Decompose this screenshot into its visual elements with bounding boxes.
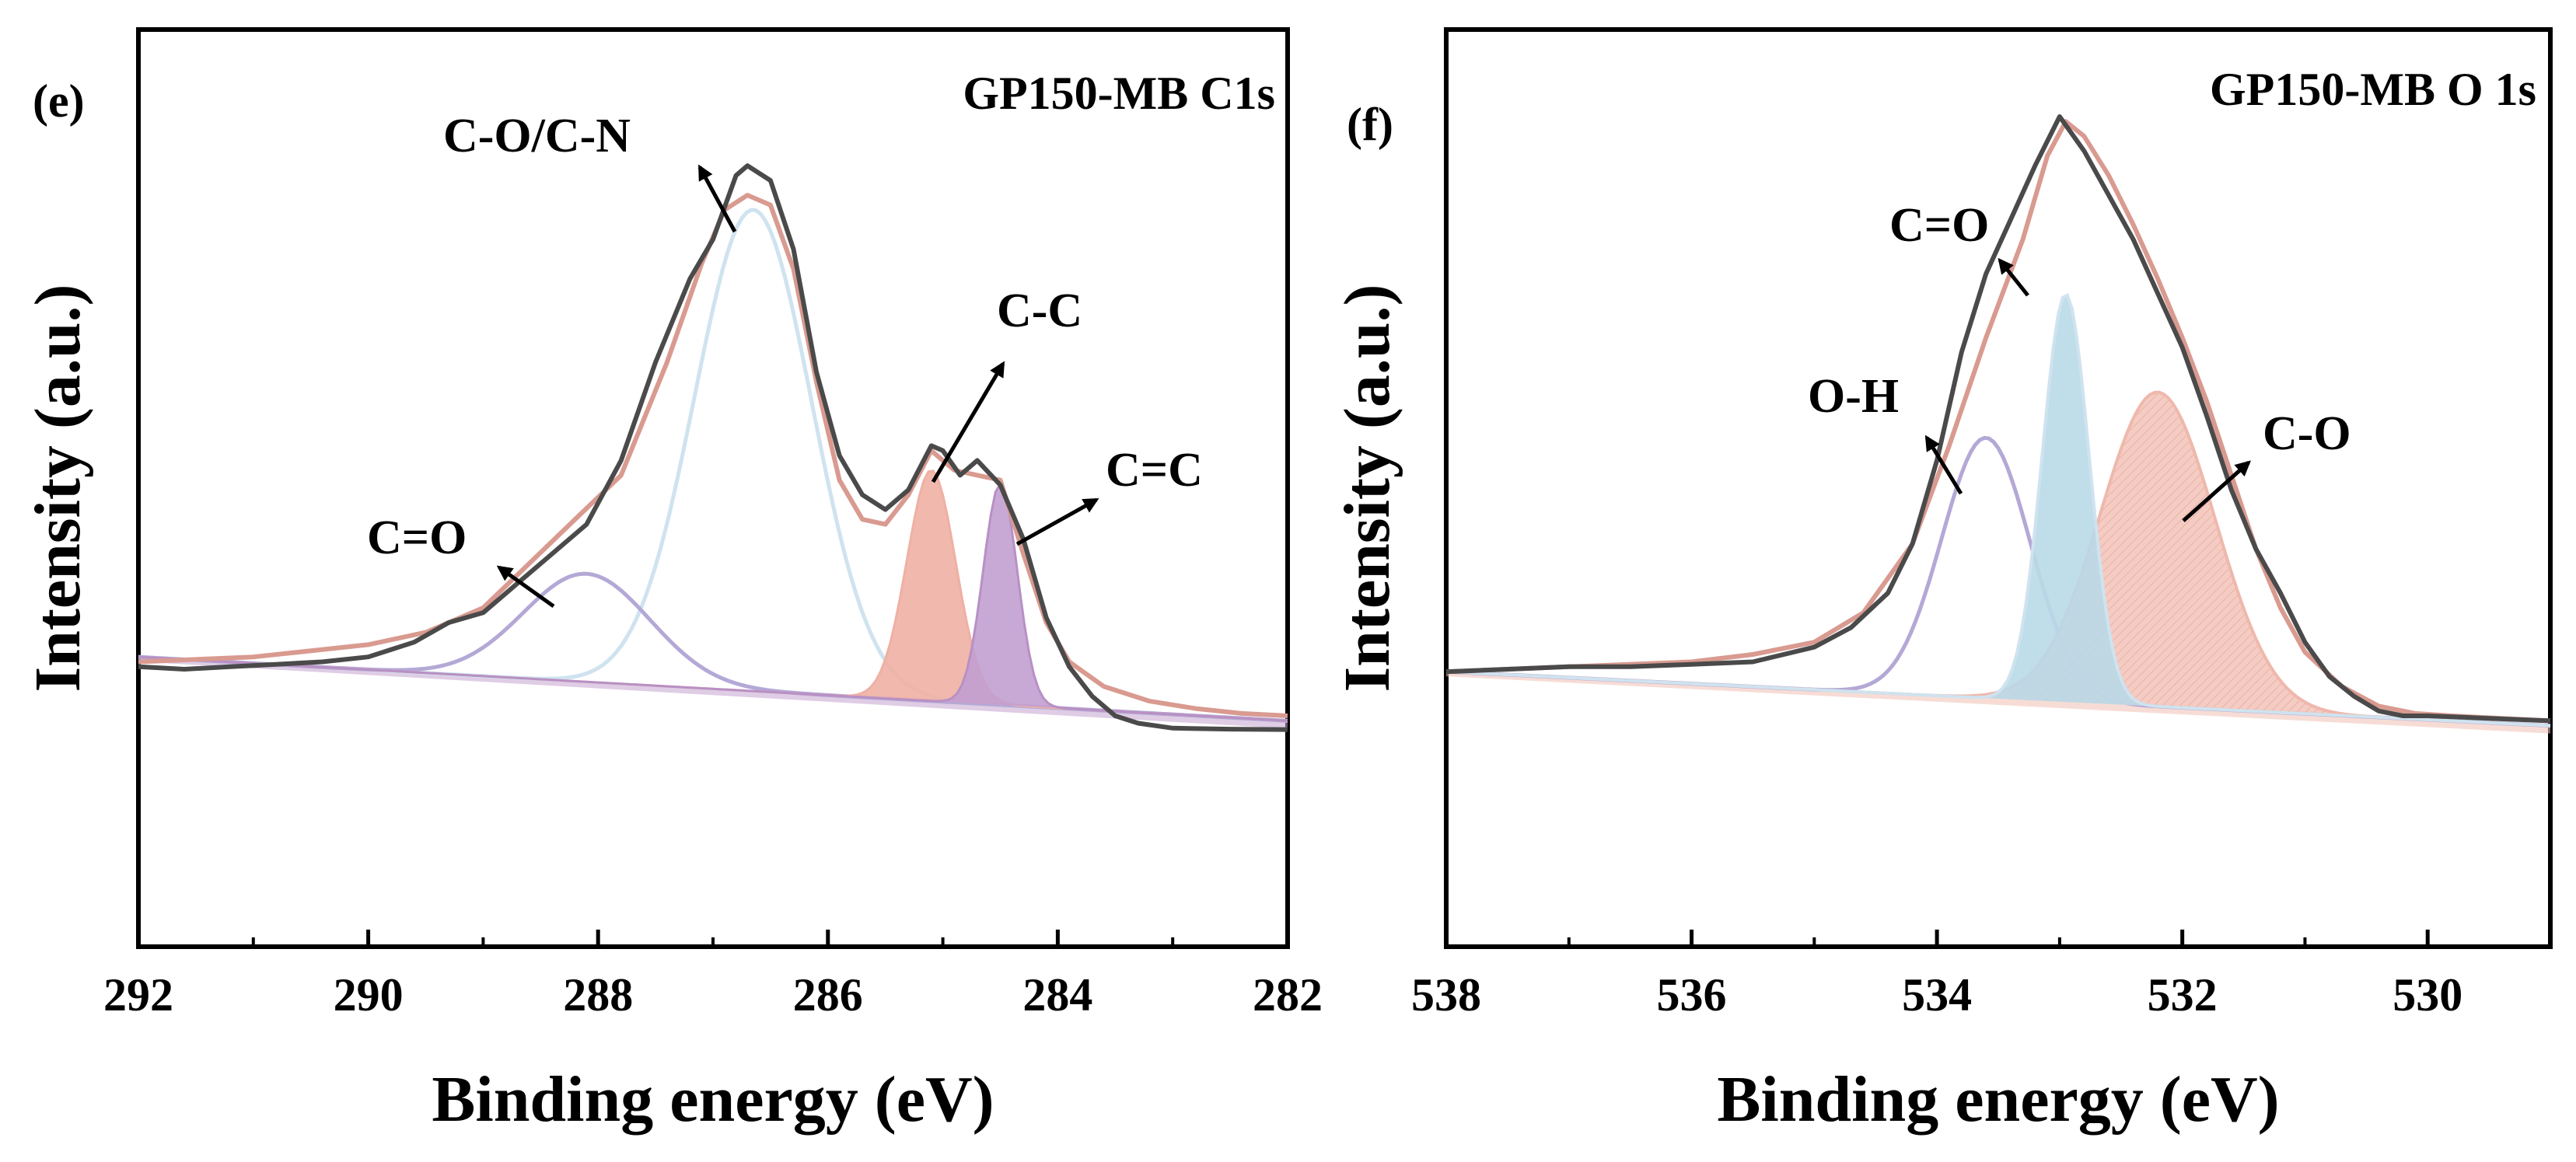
peak-area-c-c <box>138 483 1288 721</box>
x-tick-label: 532 <box>2148 969 2218 1021</box>
annotation-o-h: O-H <box>1808 370 1963 495</box>
annotation-label-c-o-c-n: C-O/C-N <box>443 110 631 162</box>
y-axis-label-o1s: Intensity (a.u.) <box>1331 284 1403 692</box>
x-axis-label-o1s: Binding energy (eV) <box>1717 1063 2279 1136</box>
x-tick-label: 288 <box>563 969 633 1021</box>
arrow-c-eq-o-c1s <box>496 565 555 609</box>
baseline-region <box>138 657 1288 729</box>
annotation-label-c-eq-c: C=C <box>1106 444 1203 497</box>
annotation-label-c-eq-o-c1s: C=O <box>367 511 467 564</box>
peak-line-c-o <box>1445 292 2551 728</box>
raw-data-line <box>138 163 1288 732</box>
peak-line-c-c <box>138 481 1288 722</box>
x-tick-label: 282 <box>1253 969 1323 1021</box>
annotation-c-eq-o-o1s: C=O <box>1889 199 2029 297</box>
arrow-c-o <box>2182 460 2251 522</box>
panel-label-f: (f) <box>1347 99 1393 150</box>
peak-line-c-c <box>138 469 1288 722</box>
x-tick-label: 536 <box>1657 969 1727 1021</box>
annotation-c-eq-o-c1s: C=O <box>367 511 555 609</box>
x-tick-label: 284 <box>1022 969 1092 1021</box>
x-axis-label-c1s: Binding energy (eV) <box>432 1063 994 1136</box>
panel-label-e: (e) <box>33 75 85 127</box>
x-tick-label: 534 <box>1902 969 1972 1021</box>
annotation-label-c-c: C-C <box>997 284 1082 337</box>
annotation-c-c: C-C <box>931 284 1082 483</box>
chart-title-o1s: GP150-MB O 1s <box>2210 64 2536 115</box>
annotation-c-eq-c: C=C <box>1015 444 1203 546</box>
fit-sum-line <box>1445 119 2551 724</box>
raw-data-line <box>1445 114 2551 724</box>
arrow-c-eq-o-o1s <box>1998 257 2029 297</box>
annotation-label-o-h: O-H <box>1808 370 1899 423</box>
arrow-c-o-c-n <box>697 164 737 233</box>
panel-c1s: 292 290 288 286 284 282 (e) GP150-MB C1s Bind… <box>22 27 1323 1136</box>
peak-area-c-o <box>1446 392 2550 726</box>
x-tick-label: 530 <box>2392 969 2462 1021</box>
peak-area-c-c <box>138 470 1288 721</box>
peak-area-c-o <box>1446 295 2550 726</box>
y-axis-label-c1s: Intensity (a.u.) <box>22 284 94 692</box>
arrow-c-eq-c <box>1015 497 1099 546</box>
peak-line-c-o <box>1445 390 2551 728</box>
arrow-c-c <box>931 361 1005 483</box>
peak-line-c-o <box>138 571 1288 723</box>
baseline-region <box>1446 672 2550 734</box>
annotation-label-c-eq-o-o1s: C=O <box>1889 199 1989 252</box>
arrow-o-h <box>1924 434 1963 495</box>
x-tick-label: 286 <box>793 969 863 1021</box>
annotation-c-o: C-O <box>2182 407 2351 522</box>
x-tick-label: 292 <box>103 969 173 1021</box>
chart-title-c1s: GP150-MB C1s <box>963 68 1275 119</box>
annotation-c-o-c-n: C-O/C-N <box>443 110 737 233</box>
panel-o1s: 538 536 534 532 530 (f) GP150-MB O 1s Bindin… <box>1331 27 2553 1136</box>
annotation-label-c-o: C-O <box>2263 407 2351 460</box>
x-tick-label: 538 <box>1411 969 1481 1021</box>
plot-frame-o1s <box>1444 27 2553 949</box>
x-tick-label: 290 <box>334 969 404 1021</box>
